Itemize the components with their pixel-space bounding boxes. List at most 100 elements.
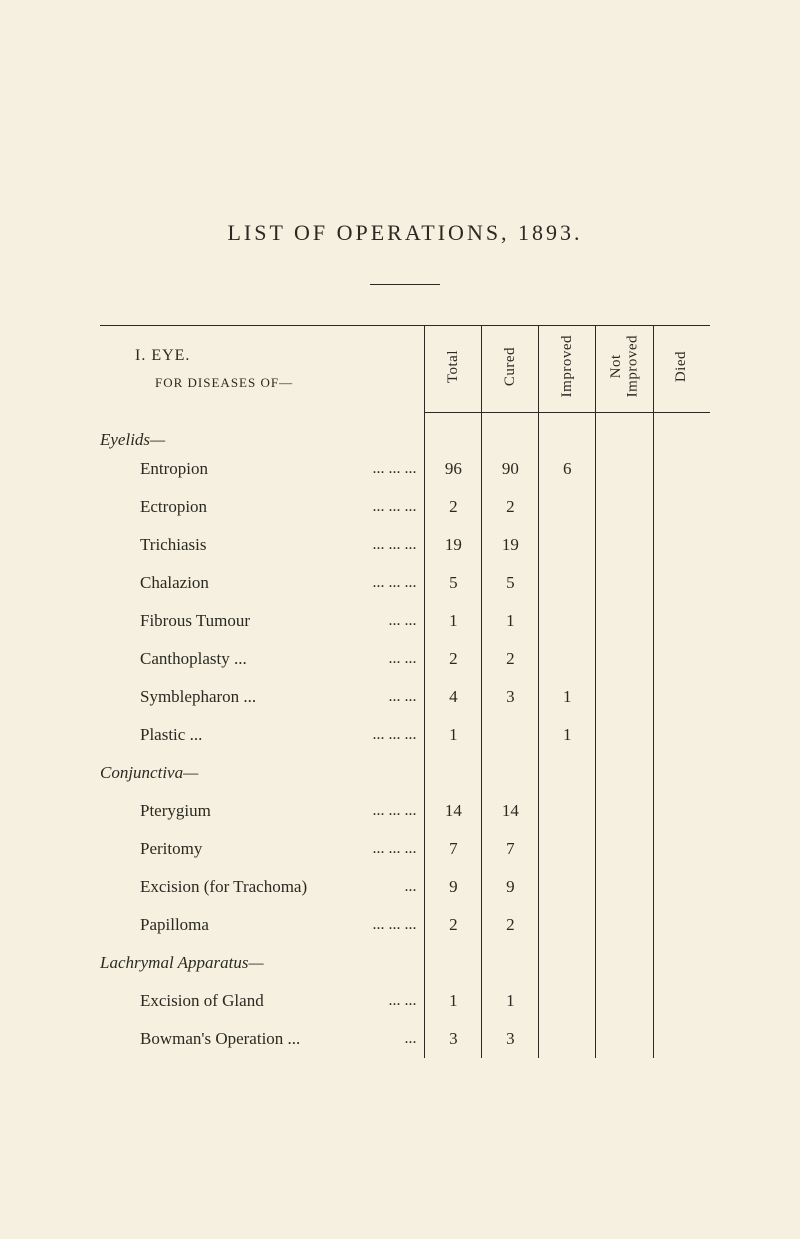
cell xyxy=(596,868,653,906)
table-row: Symblepharon ...... ... 4 3 1 xyxy=(100,678,710,716)
item-name: Symblepharon ... xyxy=(140,687,260,706)
cell xyxy=(596,830,653,868)
cell xyxy=(539,488,596,526)
item-name: Excision of Gland xyxy=(140,991,268,1010)
cell xyxy=(596,488,653,526)
cell xyxy=(653,678,710,716)
empty-cell xyxy=(425,412,482,450)
cell: 1 xyxy=(425,602,482,640)
cell xyxy=(653,602,710,640)
item-name: Pterygium xyxy=(140,801,215,820)
empty-cell xyxy=(482,944,539,982)
item-name: Plastic ... xyxy=(140,725,206,744)
cell: 96 xyxy=(425,450,482,488)
cell xyxy=(596,450,653,488)
cell: 19 xyxy=(425,526,482,564)
empty-cell xyxy=(482,754,539,792)
cell: 1 xyxy=(539,716,596,754)
category-heading-row: Eyelids— xyxy=(100,412,710,450)
cell xyxy=(539,792,596,830)
table-row: Excision (for Trachoma)... 9 9 xyxy=(100,868,710,906)
cell xyxy=(539,564,596,602)
item-name: Excision (for Trachoma) xyxy=(140,877,311,896)
cell xyxy=(596,640,653,678)
cell: 7 xyxy=(482,830,539,868)
table-row: Plastic ...... ... ... 1 1 xyxy=(100,716,710,754)
cell xyxy=(596,906,653,944)
empty-cell xyxy=(539,412,596,450)
short-rule xyxy=(370,284,440,285)
item-name: Canthoplasty ... xyxy=(140,649,251,668)
cell: 6 xyxy=(539,450,596,488)
cell: 9 xyxy=(482,868,539,906)
item-name: Trichiasis xyxy=(140,535,210,554)
empty-cell xyxy=(653,754,710,792)
cell: 14 xyxy=(425,792,482,830)
cell xyxy=(653,526,710,564)
cell xyxy=(539,1020,596,1058)
cell xyxy=(653,868,710,906)
table-row: Ectropion... ... ... 2 2 xyxy=(100,488,710,526)
cell xyxy=(653,450,710,488)
cell xyxy=(539,868,596,906)
empty-cell xyxy=(596,412,653,450)
cell xyxy=(539,526,596,564)
col-header-cured: Cured xyxy=(482,326,539,412)
category-heading-row: Conjunctiva— xyxy=(100,754,710,792)
cell xyxy=(653,564,710,602)
cell xyxy=(653,906,710,944)
section-subheading: FOR DISEASES OF— xyxy=(135,365,424,391)
item-name: Bowman's Operation ... xyxy=(140,1029,304,1048)
cell xyxy=(653,982,710,1020)
cell: 5 xyxy=(482,564,539,602)
empty-cell xyxy=(425,944,482,982)
cell: 3 xyxy=(425,1020,482,1058)
cell: 3 xyxy=(482,1020,539,1058)
table-row: Canthoplasty ...... ... 2 2 xyxy=(100,640,710,678)
table-row: Trichiasis... ... ... 19 19 xyxy=(100,526,710,564)
empty-cell xyxy=(653,944,710,982)
cell: 2 xyxy=(482,488,539,526)
item-name: Peritomy xyxy=(140,839,206,858)
cell xyxy=(539,602,596,640)
section-heading: I. EYE. xyxy=(135,347,424,365)
cell: 1 xyxy=(482,602,539,640)
cell: 1 xyxy=(425,982,482,1020)
table-row: Entropion... ... ... 96 90 6 xyxy=(100,450,710,488)
cell: 1 xyxy=(425,716,482,754)
table-row: Pterygium... ... ... 14 14 xyxy=(100,792,710,830)
cell xyxy=(653,830,710,868)
table-row: Chalazion... ... ... 5 5 xyxy=(100,564,710,602)
category-heading-row: Lachrymal Apparatus— xyxy=(100,944,710,982)
category-label: Eyelids— xyxy=(100,412,425,450)
cell: 1 xyxy=(539,678,596,716)
cell: 3 xyxy=(482,678,539,716)
cell xyxy=(596,792,653,830)
cell xyxy=(539,906,596,944)
cell xyxy=(653,640,710,678)
cell xyxy=(596,526,653,564)
cell xyxy=(653,716,710,754)
table-row: Peritomy... ... ... 7 7 xyxy=(100,830,710,868)
cell: 2 xyxy=(425,488,482,526)
cell: 90 xyxy=(482,450,539,488)
table-row: Fibrous Tumour... ... 1 1 xyxy=(100,602,710,640)
cell: 2 xyxy=(482,640,539,678)
empty-cell xyxy=(425,754,482,792)
table-row: Papilloma... ... ... 2 2 xyxy=(100,906,710,944)
item-name: Chalazion xyxy=(140,573,213,592)
cell: 2 xyxy=(425,906,482,944)
cell xyxy=(482,716,539,754)
cell xyxy=(596,564,653,602)
item-name: Entropion xyxy=(140,459,212,478)
empty-cell xyxy=(539,944,596,982)
cell xyxy=(539,830,596,868)
operations-table: I. EYE. FOR DISEASES OF— Total Cured Imp… xyxy=(100,326,710,1058)
empty-cell xyxy=(539,754,596,792)
cell xyxy=(539,982,596,1020)
cell xyxy=(596,602,653,640)
cell: 2 xyxy=(482,906,539,944)
cell: 14 xyxy=(482,792,539,830)
col-header-not-improved: NotImproved xyxy=(596,326,653,412)
empty-cell xyxy=(596,944,653,982)
